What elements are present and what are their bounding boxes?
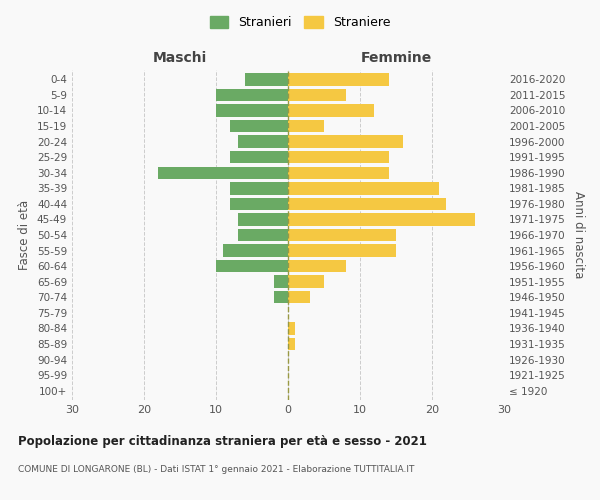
Y-axis label: Anni di nascita: Anni di nascita xyxy=(572,192,585,278)
Y-axis label: Fasce di età: Fasce di età xyxy=(19,200,31,270)
Bar xyxy=(230,182,288,194)
Bar xyxy=(238,229,288,241)
Text: COMUNE DI LONGARONE (BL) - Dati ISTAT 1° gennaio 2021 - Elaborazione TUTTITALIA.: COMUNE DI LONGARONE (BL) - Dati ISTAT 1°… xyxy=(18,465,415,474)
Bar xyxy=(288,229,396,241)
Bar xyxy=(288,338,295,350)
Bar xyxy=(238,136,288,148)
Bar xyxy=(245,73,288,86)
Bar xyxy=(238,213,288,226)
Bar xyxy=(216,88,288,101)
Bar xyxy=(288,244,396,257)
Bar xyxy=(288,260,346,272)
Bar xyxy=(288,198,446,210)
Bar xyxy=(288,322,295,334)
Bar xyxy=(288,166,389,179)
Bar xyxy=(288,136,403,148)
Bar xyxy=(230,151,288,164)
Bar xyxy=(223,244,288,257)
Text: Popolazione per cittadinanza straniera per età e sesso - 2021: Popolazione per cittadinanza straniera p… xyxy=(18,435,427,448)
Bar xyxy=(274,276,288,288)
Text: Femmine: Femmine xyxy=(361,52,431,66)
Bar xyxy=(216,104,288,117)
Bar xyxy=(288,151,389,164)
Bar xyxy=(288,120,324,132)
Bar xyxy=(288,73,389,86)
Bar xyxy=(288,104,374,117)
Bar xyxy=(230,120,288,132)
Bar xyxy=(288,291,310,304)
Bar xyxy=(158,166,288,179)
Bar xyxy=(288,182,439,194)
Bar xyxy=(288,88,346,101)
Bar xyxy=(230,198,288,210)
Text: Maschi: Maschi xyxy=(153,52,207,66)
Bar xyxy=(216,260,288,272)
Bar xyxy=(288,276,324,288)
Bar xyxy=(288,213,475,226)
Bar xyxy=(274,291,288,304)
Legend: Stranieri, Straniere: Stranieri, Straniere xyxy=(205,11,395,34)
